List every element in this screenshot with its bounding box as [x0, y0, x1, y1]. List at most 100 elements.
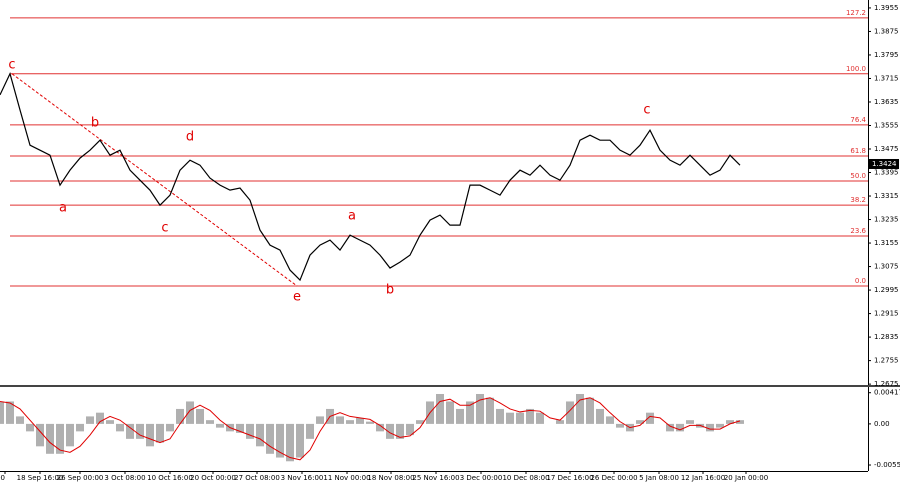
macd-bar [316, 416, 324, 424]
macd-bar [386, 423, 394, 439]
y-tick-label: 1.2675 [874, 380, 899, 388]
y-tick-label: 1.2915 [874, 310, 899, 318]
y-tick-label: 0.00417 [874, 389, 900, 397]
fib-label: 76.4 [850, 116, 866, 124]
wave-label: d [186, 129, 194, 144]
x-tick-label: 20 Oct 00:00 [190, 474, 236, 482]
macd-bar [286, 423, 294, 462]
macd-bar [506, 412, 514, 424]
wave-label: e [293, 290, 301, 305]
wave-trendline [11, 73, 298, 287]
macd-bar [586, 397, 594, 424]
fib-label: 61.8 [850, 147, 866, 155]
last-price-box [869, 158, 899, 169]
macd-bar [156, 423, 164, 443]
x-tick-label: 3 Nov 16:00 [281, 474, 324, 482]
x-tick-label: 10 Oct 16:00 [147, 474, 193, 482]
macd-bar [246, 423, 254, 439]
y-tick-label: 1.3075 [874, 263, 899, 271]
y-tick-label: 1.3795 [874, 51, 899, 59]
y-tick-label: 1.2835 [874, 333, 899, 341]
y-tick-label: 1.3635 [874, 98, 899, 106]
macd-signal [0, 397, 741, 461]
x-tick-label: 27 Oct 08:00 [234, 474, 280, 482]
x-tick-label: 12 Jan 16:00 [681, 474, 725, 482]
macd-bar [196, 408, 204, 424]
macd-bar [536, 412, 544, 424]
y-tick-label: 1.3315 [874, 192, 899, 200]
wave-label: a [348, 209, 356, 224]
macd-bar [406, 423, 414, 436]
macd-bar [666, 423, 674, 432]
fib-label: 0.0 [855, 277, 866, 285]
x-tick-label: 3 Oct 08:00 [104, 474, 145, 482]
macd-bar [606, 416, 614, 424]
macd-bar [136, 423, 144, 439]
macd-bar [466, 401, 474, 424]
wave-label: b [386, 283, 394, 298]
macd-bar [306, 423, 314, 439]
macd-bar [716, 423, 724, 428]
macd-bar [266, 423, 274, 454]
macd-bar [366, 421, 374, 424]
wave-label: a [59, 200, 67, 215]
macd-bar [186, 401, 194, 424]
x-tick-label: 26 Sep 00:00 [57, 474, 104, 482]
macd-bar [26, 423, 34, 432]
macd-bar [126, 423, 134, 439]
y-tick-label: 1.3875 [874, 27, 899, 35]
x-tick-label: 26 Dec 00:00 [590, 474, 637, 482]
y-tick-label: 1.3235 [874, 216, 899, 224]
macd-bar [496, 408, 504, 424]
macd-bar [686, 420, 694, 424]
wave-label: c [8, 58, 15, 73]
macd-bar [706, 423, 714, 432]
macd-bar [86, 416, 94, 424]
x-tick-label: 11 Nov 00:00 [323, 474, 370, 482]
macd-bar [46, 423, 54, 454]
fib-label: 23.6 [850, 227, 866, 235]
macd-bar [396, 423, 404, 439]
macd-bar [66, 423, 74, 447]
macd-bar [616, 423, 624, 428]
y-tick-label: -0.0055 [874, 461, 900, 469]
macd-bar [636, 420, 644, 424]
macd-bar [726, 420, 734, 424]
y-tick-label: 1.2755 [874, 357, 899, 365]
y-tick-label: 1.2995 [874, 286, 899, 294]
x-tick-label: 17 Dec 16:00 [546, 474, 593, 482]
macd-bar [356, 417, 364, 424]
macd-bar [236, 423, 244, 433]
y-tick-label: 1.3555 [874, 121, 899, 129]
price-line [0, 72, 741, 282]
x-tick-label: 10 Dec 08:00 [502, 474, 549, 482]
x-tick-label: 5 Jan 08:00 [639, 474, 679, 482]
fib-label: 50.0 [850, 172, 866, 180]
x-tick-label: 18 Nov 08:00 [367, 474, 414, 482]
macd-bar [526, 408, 534, 424]
macd-bar [476, 393, 484, 424]
macd-bar [16, 416, 24, 424]
macd-bar [96, 412, 104, 424]
macd-bar [166, 423, 174, 432]
macd-bar [146, 423, 154, 447]
macd-bar [276, 423, 284, 458]
fib-label: 127.2 [846, 9, 866, 17]
macd-bar [36, 423, 44, 447]
macd-bar [0, 401, 4, 424]
macd-bar [646, 412, 654, 424]
macd-bar [6, 401, 14, 424]
macd-bar [596, 408, 604, 424]
macd-bar [576, 393, 584, 424]
macd-bar [566, 401, 574, 424]
wave-label: c [643, 102, 650, 117]
x-tick-label: 3 Dec 00:00 [460, 474, 503, 482]
macd-bar [556, 420, 564, 424]
fib-label: 38.2 [850, 196, 866, 204]
macd-bar [456, 408, 464, 424]
macd-bar [106, 420, 114, 424]
macd-bar [436, 393, 444, 424]
wave-label: c [161, 221, 168, 236]
macd-bar [76, 423, 84, 432]
macd-bar [416, 420, 424, 424]
